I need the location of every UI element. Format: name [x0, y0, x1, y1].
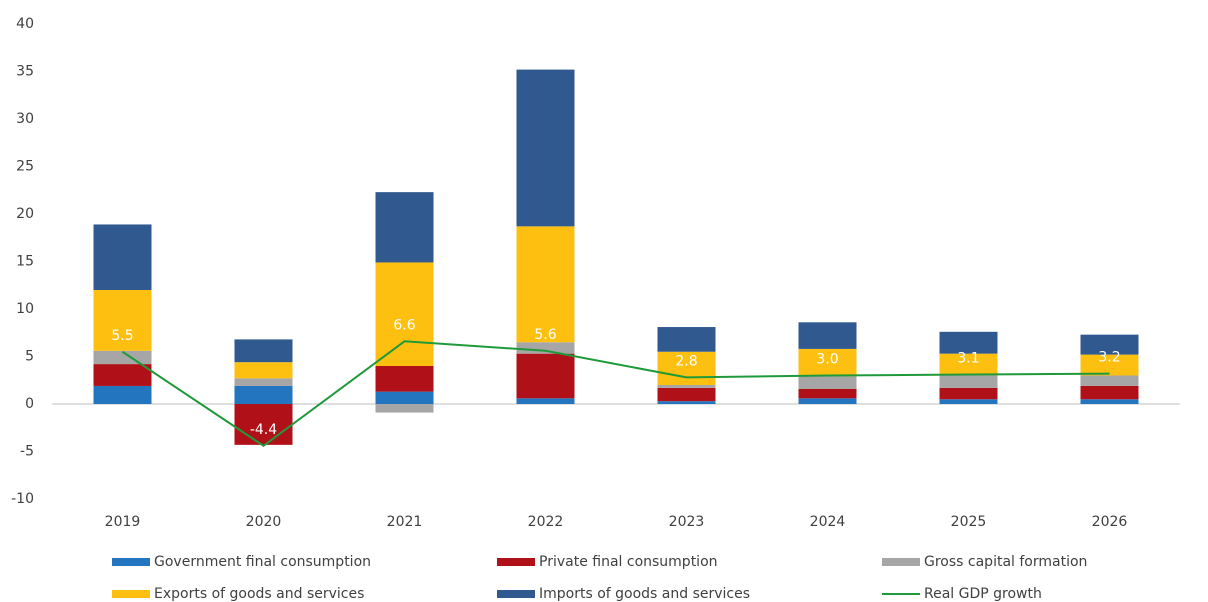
bar: [657, 351, 716, 385]
bar: [93, 224, 152, 290]
bar: [798, 348, 857, 377]
bar: [516, 353, 575, 399]
data-label: 3.0: [816, 352, 838, 368]
x-tick-label: 2019: [105, 514, 141, 530]
bar: [93, 364, 152, 386]
bar: [1080, 375, 1139, 386]
bar: [939, 375, 998, 388]
legend-label: Exports of goods and services: [154, 586, 364, 602]
data-label: 5.6: [534, 327, 556, 343]
legend-label: Government final consumption: [154, 554, 371, 570]
bar: [516, 342, 575, 354]
legend-swatch: [882, 558, 920, 566]
data-label: -4.4: [250, 422, 277, 438]
y-tick-label: -10: [11, 491, 34, 507]
bar: [939, 353, 998, 376]
legend-swatch: [112, 558, 150, 566]
bar: [93, 385, 152, 404]
bar: [516, 226, 575, 343]
legend-label: Imports of goods and services: [539, 586, 750, 602]
legend-swatch: [112, 590, 150, 598]
legend-swatch: [497, 558, 535, 566]
bar: [798, 376, 857, 389]
data-label: 3.1: [957, 351, 979, 367]
data-label: 2.8: [675, 353, 697, 369]
bar: [234, 378, 293, 386]
y-tick-label: -5: [20, 444, 34, 460]
bar: [657, 387, 716, 402]
bar: [375, 404, 434, 413]
bar: [375, 262, 434, 366]
y-tick-label: 15: [16, 254, 34, 270]
y-tick-label: 25: [16, 159, 34, 175]
legend-label: Private final consumption: [539, 554, 718, 570]
x-tick-label: 2025: [951, 514, 987, 530]
bar: [234, 362, 293, 379]
bar: [939, 399, 998, 404]
y-tick-label: 5: [25, 349, 34, 365]
line: [121, 340, 1110, 448]
bar: [939, 331, 998, 354]
bar: [516, 69, 575, 227]
y-tick-label: 10: [16, 301, 34, 317]
bar: [1080, 334, 1139, 355]
y-tick-label: 35: [16, 64, 34, 80]
x-tick-label: 2022: [528, 514, 564, 530]
x-tick-label: 2021: [387, 514, 423, 530]
bar: [516, 398, 575, 404]
bar: [798, 322, 857, 349]
x-tick-label: 2026: [1092, 514, 1128, 530]
bar: [798, 388, 857, 399]
bar: [657, 401, 716, 404]
x-tick-label: 2020: [246, 514, 282, 530]
bar: [375, 391, 434, 404]
data-label: 6.6: [393, 317, 415, 333]
bar: [939, 387, 998, 400]
y-tick-label: 30: [16, 111, 34, 127]
bar: [1080, 399, 1139, 404]
legend-label: Real GDP growth: [924, 586, 1042, 602]
legend-swatch: [497, 590, 535, 598]
bar: [234, 404, 293, 445]
data-label: 5.5: [111, 328, 133, 344]
legend-label: Gross capital formation: [924, 554, 1087, 570]
bar: [1080, 385, 1139, 400]
bar: [234, 339, 293, 363]
bar: [375, 192, 434, 263]
bar: [93, 290, 152, 351]
bar: [798, 398, 857, 404]
data-label: 3.2: [1098, 350, 1120, 366]
x-tick-label: 2024: [810, 514, 846, 530]
y-tick-label: 0: [25, 396, 34, 412]
bar: [375, 366, 434, 392]
bar: [657, 385, 716, 388]
x-tick-label: 2023: [669, 514, 705, 530]
bar: [1080, 354, 1139, 376]
y-tick-label: 20: [16, 206, 34, 222]
y-tick-label: 40: [16, 16, 34, 32]
bar: [657, 327, 716, 352]
bar: [234, 385, 293, 404]
